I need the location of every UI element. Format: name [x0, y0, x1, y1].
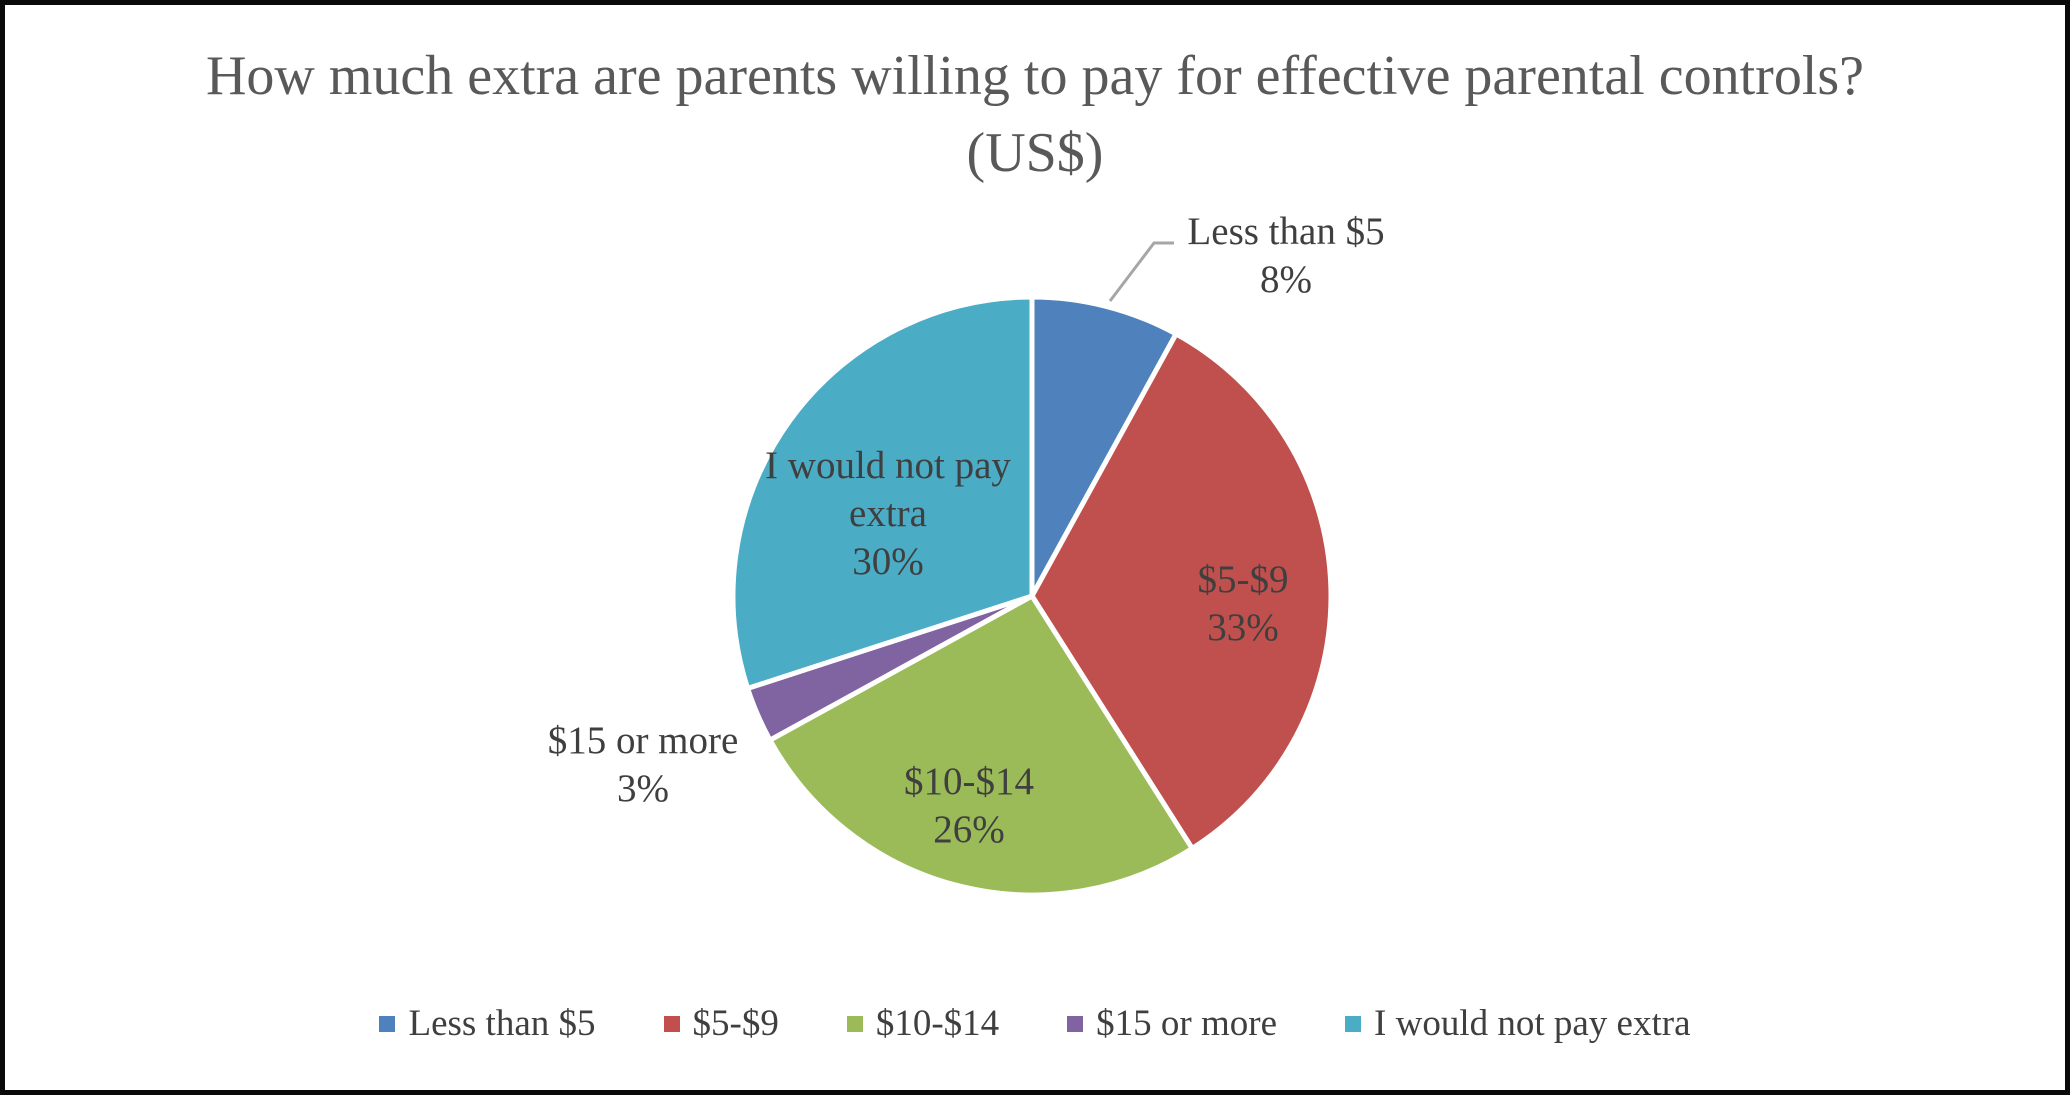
legend-item-less-than-5: Less than $5 — [379, 1002, 596, 1045]
pie-slice-10-14 — [766, 592, 1196, 898]
legend-item-5-9: $5-$9 — [663, 1002, 779, 1045]
chart-title: How much extra are parents willing to pa… — [0, 38, 2070, 192]
data-label-category: $15 or more — [547, 719, 739, 762]
legend-item-10-14: $10-$14 — [846, 1002, 1000, 1045]
pie-slice-less-than-5 — [1029, 294, 1180, 598]
legend-marker-icon — [379, 1015, 396, 1032]
legend-label: $10-$14 — [875, 1003, 1000, 1044]
data-label-no-extra: I would not pay extra 30% — [743, 442, 1033, 586]
data-label-5-9: $5-$9 33% — [1198, 556, 1289, 652]
legend-marker-icon — [1345, 1015, 1362, 1032]
legend-label: Less than $5 — [408, 1003, 596, 1044]
data-label-percent: 3% — [617, 767, 669, 810]
legend: Less than $5 $5-$9 $10-$14 $15 or more I… — [0, 1002, 2070, 1045]
pie-slice-i-would-not-pay-extra — [730, 294, 1035, 692]
legend-marker-icon — [846, 1015, 863, 1032]
data-label-percent: 8% — [1259, 258, 1312, 301]
leader-line — [1108, 241, 1174, 302]
data-label-category: $5-$9 — [1197, 558, 1289, 601]
data-label-less-than-5: Less than $5 8% — [1187, 208, 1384, 304]
data-label-percent: 33% — [1207, 606, 1279, 649]
data-label-category: $10-$14 — [904, 760, 1034, 803]
legend-label: I would not pay extra — [1374, 1003, 1691, 1044]
chart-title-text: How much extra are parents willing to pa… — [205, 45, 1865, 184]
data-label-category: Less than $5 — [1187, 210, 1385, 253]
data-label-category: I would not pay extra — [765, 444, 1011, 535]
legend-item-no-extra: I would not pay extra — [1345, 1002, 1691, 1045]
data-label-percent: 30% — [852, 540, 924, 583]
data-label-15-or-more: $15 or more 3% — [548, 717, 739, 813]
data-label-10-14: $10-$14 26% — [904, 758, 1034, 854]
pie-slice-5-9 — [1029, 330, 1334, 852]
legend-item-15-or-more: $15 or more — [1067, 1002, 1277, 1045]
legend-label: $5-$9 — [692, 1003, 779, 1044]
legend-marker-icon — [663, 1015, 680, 1032]
data-label-percent: 26% — [933, 808, 1005, 851]
legend-label: $15 or more — [1096, 1003, 1278, 1044]
legend-marker-icon — [1067, 1015, 1084, 1032]
